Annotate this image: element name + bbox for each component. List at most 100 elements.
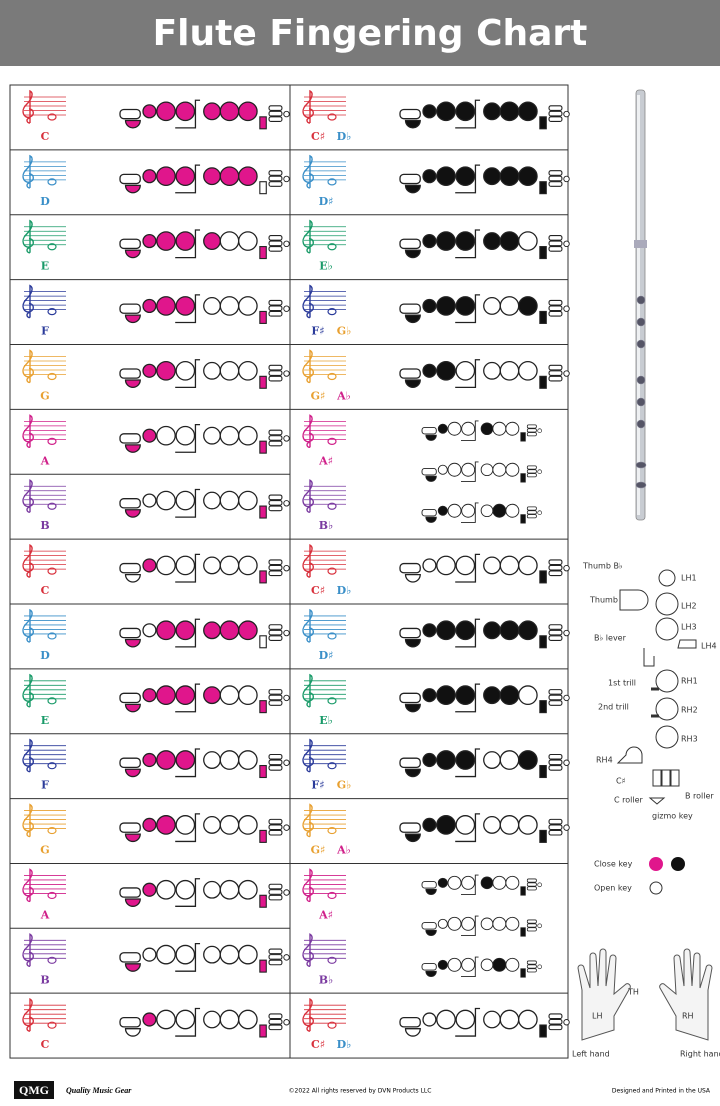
foot-key bbox=[526, 510, 537, 515]
tone-key bbox=[156, 360, 176, 381]
thumb-key bbox=[119, 757, 141, 769]
tone-key bbox=[203, 167, 221, 186]
tone-key bbox=[142, 882, 157, 897]
key-label: LH4 bbox=[701, 642, 717, 651]
foot-key bbox=[548, 635, 563, 641]
tone-key bbox=[499, 296, 520, 316]
tone-key bbox=[505, 875, 520, 890]
foot-key bbox=[283, 435, 290, 442]
foot-key bbox=[526, 473, 537, 478]
foot-key bbox=[548, 764, 563, 771]
foot-key bbox=[268, 310, 283, 317]
foot-key bbox=[268, 110, 283, 117]
thumb-key bbox=[119, 498, 141, 509]
origin: Designed and Printed in the USA bbox=[612, 1088, 711, 1095]
foot-key bbox=[548, 181, 563, 187]
clef bbox=[302, 479, 314, 513]
foot-key bbox=[268, 234, 283, 241]
note-head bbox=[327, 697, 337, 705]
foot-key bbox=[268, 954, 283, 960]
trill-hook bbox=[461, 915, 479, 936]
foot-key bbox=[268, 429, 283, 436]
note-label: B♭ bbox=[319, 973, 334, 986]
tone-key bbox=[142, 623, 157, 638]
clef bbox=[302, 349, 314, 384]
thumb-key bbox=[124, 898, 141, 907]
note-label: E bbox=[41, 714, 49, 727]
clef bbox=[22, 933, 34, 968]
note-label: D♯ bbox=[319, 195, 334, 208]
note-label: C bbox=[41, 1038, 50, 1051]
tone-key bbox=[219, 815, 240, 835]
tone-key bbox=[238, 879, 258, 900]
tone-key bbox=[437, 959, 448, 970]
thumb-key bbox=[119, 303, 141, 314]
foot-key bbox=[563, 629, 570, 637]
thumb-key bbox=[421, 426, 437, 435]
clef bbox=[22, 543, 34, 578]
pinky-key bbox=[539, 246, 547, 260]
foot-key bbox=[268, 435, 283, 441]
key-label: B roller bbox=[685, 792, 714, 801]
note-head bbox=[47, 632, 57, 640]
foot-key bbox=[268, 889, 283, 895]
note-head bbox=[327, 437, 337, 445]
tone-key bbox=[156, 425, 176, 446]
clef bbox=[302, 154, 314, 189]
foot-key bbox=[268, 635, 283, 641]
foot-key bbox=[526, 432, 537, 437]
trill-hook bbox=[175, 164, 201, 194]
foot-key bbox=[268, 494, 283, 501]
tone-key bbox=[483, 102, 501, 121]
foot-key bbox=[548, 110, 563, 117]
tone-key bbox=[219, 490, 240, 511]
clef bbox=[302, 673, 314, 708]
note-label: B bbox=[40, 519, 49, 532]
tone-key bbox=[142, 688, 157, 703]
clef bbox=[22, 89, 34, 124]
foot-key bbox=[563, 564, 570, 572]
tone-key bbox=[238, 685, 258, 705]
clef bbox=[302, 414, 314, 449]
foot-key bbox=[548, 305, 563, 312]
key-label: LH2 bbox=[681, 602, 697, 611]
tone-key bbox=[461, 503, 476, 518]
note-head bbox=[47, 891, 57, 900]
thumb-key bbox=[404, 379, 421, 388]
thumb-key bbox=[399, 108, 421, 120]
tone-key bbox=[518, 620, 538, 641]
key-label: C roller bbox=[614, 796, 644, 805]
note-label: G♭ bbox=[337, 779, 352, 792]
pinky-key bbox=[539, 1024, 547, 1038]
trill-hook bbox=[175, 878, 201, 907]
tone-key bbox=[142, 104, 157, 119]
thumb-key bbox=[124, 833, 141, 843]
brand: Quality Music Gear bbox=[66, 1086, 132, 1095]
tone-key bbox=[219, 879, 240, 900]
clef bbox=[22, 868, 34, 903]
foot-key bbox=[548, 1024, 563, 1031]
note-label: A bbox=[40, 454, 50, 467]
tone-key bbox=[492, 503, 507, 518]
thumb-key bbox=[425, 929, 437, 936]
thumb-key bbox=[425, 434, 437, 441]
foot-key bbox=[268, 375, 283, 382]
trill-hook bbox=[461, 420, 479, 441]
legend: Close key Open key bbox=[594, 857, 685, 895]
note-head bbox=[47, 437, 57, 445]
thumb-key bbox=[119, 887, 141, 898]
foot-key bbox=[268, 499, 283, 506]
foot-key bbox=[548, 1018, 563, 1025]
tone-key bbox=[483, 556, 501, 575]
note-label: A♭ bbox=[336, 844, 351, 857]
thumb-key bbox=[404, 638, 421, 648]
foot-key bbox=[268, 105, 283, 111]
pinky-key bbox=[259, 440, 267, 454]
pinky-key bbox=[539, 829, 547, 843]
clef bbox=[22, 479, 34, 513]
tone-key bbox=[142, 233, 157, 249]
thumb-key bbox=[399, 692, 421, 704]
tone-key bbox=[505, 916, 520, 931]
key-label: Thumb bbox=[589, 596, 618, 605]
foot-key bbox=[283, 824, 290, 831]
